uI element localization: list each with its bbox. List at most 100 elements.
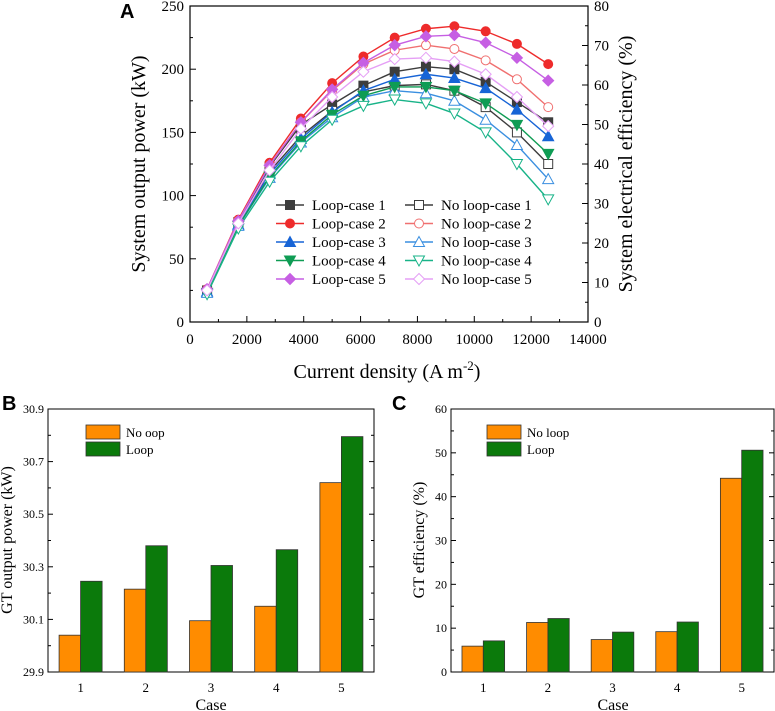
bar (58, 634, 82, 673)
legend-marker (412, 255, 426, 268)
bar (189, 620, 212, 673)
y-right-tick-label: 10 (594, 276, 609, 292)
data-point (448, 94, 461, 106)
panel-c-y-axis-title: GT efficiency (%) (411, 482, 428, 599)
legend-label: Loop (126, 442, 153, 457)
legend-swatch (85, 441, 121, 457)
x-tick-label: 6000 (346, 332, 376, 348)
panel-c-plot: 0 10 20 30 40 50 60 1 2 3 4 5 No loop Loop (435, 402, 775, 695)
data-point (541, 74, 555, 87)
y-right-tick-label: 50 (594, 118, 609, 134)
y-left-tick-label: 150 (162, 125, 185, 141)
bar (655, 631, 678, 673)
data-point (510, 51, 524, 65)
data-point (480, 55, 491, 66)
data-point (448, 85, 461, 98)
series-no-loop-case-4 (200, 94, 555, 301)
legend-entry: No loop-case 3 (405, 235, 532, 251)
data-point (479, 98, 493, 110)
x-tick-label: 4 (674, 680, 681, 695)
y-tick-label: 30.5 (23, 507, 44, 521)
series-line (206, 34, 549, 290)
legend-label: No loop-case 4 (441, 254, 532, 270)
data-point (263, 164, 276, 177)
legend-entry: Loop-case 2 (276, 217, 386, 233)
legend-marker (285, 200, 295, 210)
legend-marker (414, 200, 424, 210)
data-point (200, 284, 214, 297)
bar (547, 618, 570, 673)
legend-label: Loop-case 1 (312, 198, 386, 214)
panel-a-legend: Loop-case 1 No loop-case 1 Loop-case 2 No l… (276, 198, 532, 288)
legend-label: No loop-case 5 (441, 272, 532, 288)
data-point (479, 81, 493, 94)
series-loop-case-5 (200, 28, 555, 296)
legend-marker (283, 255, 297, 268)
x-tick-label: 2 (143, 680, 150, 695)
legend-entry: Loop-case 5 (276, 272, 386, 288)
data-point (541, 172, 555, 185)
data-point (543, 59, 554, 70)
legend-swatch (486, 424, 522, 440)
legend-label: No oop (126, 425, 165, 440)
x-tick-label: 12000 (512, 332, 550, 348)
legend-entry: Loop (486, 441, 554, 457)
y-tick-label: 30.7 (23, 455, 44, 469)
data-point (541, 129, 555, 142)
bar (590, 639, 613, 673)
bar (319, 482, 342, 673)
x-tick-label: 2 (545, 680, 552, 695)
bar (145, 545, 168, 673)
y-left-tick-label: 0 (177, 315, 185, 331)
panel-label-a: A (120, 1, 134, 23)
legend-label: Loop-case 4 (312, 254, 386, 270)
x-tick-label: 3 (208, 680, 215, 695)
data-point (510, 138, 524, 151)
panel-a-x-axis-title: Current density (A m-2) (294, 358, 481, 383)
y-right-tick-label: 0 (594, 315, 602, 331)
data-point (510, 119, 524, 132)
data-point (419, 51, 433, 65)
legend: No loop Loop (486, 424, 569, 457)
data-point (479, 127, 493, 139)
data-point (479, 68, 492, 81)
legend-entry: Loop-case 4 (276, 254, 386, 270)
legend: No oop Loop (85, 424, 165, 457)
data-point (543, 102, 554, 113)
data-point (479, 36, 492, 49)
legend-label: No loop-case 2 (441, 217, 532, 233)
y-right-tick-label: 20 (594, 236, 609, 252)
legend-marker (412, 235, 426, 247)
legend-entry: No loop-case 2 (405, 217, 532, 233)
legend-label: Loop-case 3 (312, 235, 386, 251)
y-tick-label: 50 (435, 446, 447, 460)
data-point (448, 71, 461, 84)
legend-entry: No oop (85, 424, 165, 440)
legend-marker (285, 218, 295, 229)
data-point (449, 43, 460, 54)
legend-label: No loop (527, 425, 569, 440)
data-point (388, 52, 401, 66)
bar (210, 565, 233, 673)
x-tick-label: 0 (186, 332, 194, 348)
data-point (325, 90, 339, 104)
data-point (480, 26, 491, 37)
legend-label: No loop-case 3 (441, 235, 532, 251)
x-tick-label: 4 (273, 680, 280, 695)
x-tick-label: 2000 (232, 332, 262, 348)
data-point (541, 148, 555, 161)
y-tick-label: 30.1 (23, 612, 44, 626)
y-tick-label: 30.3 (23, 560, 44, 574)
x-tick-label: 14000 (569, 332, 607, 348)
data-point (419, 67, 433, 80)
panel-b-x-axis-title: Case (195, 697, 226, 711)
legend-label: Loop-case 5 (312, 272, 386, 288)
panel-label-b: B (2, 393, 16, 415)
y-left-tick-label: 200 (162, 62, 185, 78)
x-tick-label: 8000 (402, 332, 432, 348)
data-point (419, 30, 433, 43)
data-point (448, 55, 461, 68)
data-point (263, 176, 276, 189)
x-tick-label: 10000 (456, 332, 494, 348)
